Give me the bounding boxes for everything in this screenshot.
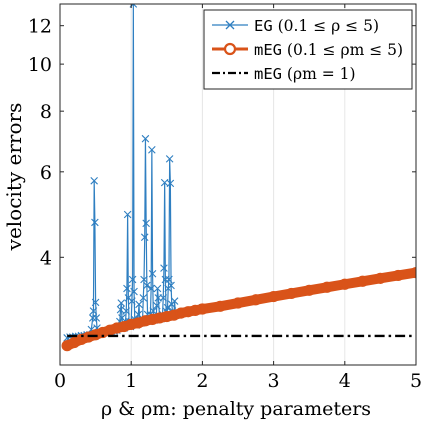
eg-cross-marker bbox=[117, 299, 126, 307]
meg-circle-marker bbox=[357, 275, 369, 287]
eg-cross-marker bbox=[88, 314, 97, 322]
legend-entry-method: EG bbox=[254, 17, 273, 35]
meg-circle-marker bbox=[146, 313, 159, 325]
eg-cross-marker bbox=[90, 177, 98, 185]
y-tick-label: 8 bbox=[40, 101, 52, 123]
eg-cross-marker bbox=[123, 284, 131, 293]
eg-cross-marker bbox=[91, 218, 99, 227]
y-tick-label: 12 bbox=[28, 16, 52, 38]
eg-cross-marker bbox=[92, 314, 101, 322]
eg-cross-marker bbox=[148, 269, 157, 278]
legend-eg-marker bbox=[225, 20, 235, 30]
meg-circle-marker bbox=[132, 317, 144, 329]
legend-entry-range: (0.1 ≤ ρm ≤ 5) bbox=[282, 41, 403, 59]
meg-circle-marker bbox=[321, 281, 333, 293]
meg-circle-marker bbox=[175, 307, 187, 319]
eg-cross-marker bbox=[159, 294, 168, 302]
meg-circle-marker bbox=[161, 310, 173, 323]
legend-meg-marker bbox=[223, 42, 237, 56]
meg-circle-marker bbox=[111, 322, 123, 334]
eg-cross-marker bbox=[149, 307, 158, 315]
plot-frame bbox=[59, 3, 417, 366]
eg-cross-marker bbox=[89, 307, 98, 315]
eg-cross-marker bbox=[147, 284, 155, 293]
eg-cross-marker bbox=[141, 134, 150, 143]
meg-circle-marker bbox=[196, 303, 208, 315]
meg-circle-marker bbox=[168, 309, 180, 321]
meg-circle-marker bbox=[118, 320, 130, 333]
eg-cross-marker bbox=[166, 179, 175, 188]
legend-entry-label: mEG (0.1 ≤ ρm ≤ 5) bbox=[254, 41, 403, 59]
legend-entry-label: mEG (ρm = 1) bbox=[254, 65, 356, 83]
eg-cross-marker bbox=[143, 281, 151, 290]
eg-cross-marker bbox=[160, 264, 168, 272]
meg-circle-marker bbox=[232, 297, 244, 309]
meg-circle-marker bbox=[139, 315, 152, 327]
eg-cross-marker bbox=[123, 210, 132, 219]
y-axis-label: velocity errors bbox=[2, 103, 26, 252]
eg-cross-marker bbox=[161, 275, 170, 284]
meg-circle-marker bbox=[125, 318, 137, 330]
x-axis-label: ρ & ρm: penalty parameters bbox=[101, 398, 371, 420]
eg-cross-marker bbox=[170, 297, 179, 305]
legend-entry-label: EG (0.1 ≤ ρ ≤ 5) bbox=[254, 17, 379, 35]
plot-series bbox=[61, 4, 416, 352]
eg-cross-marker bbox=[116, 305, 125, 314]
eg-series-line bbox=[66, 4, 203, 339]
eg-cross-marker bbox=[148, 146, 156, 154]
eg-cross-marker bbox=[140, 233, 149, 241]
meg-circle-marker bbox=[374, 272, 386, 284]
x-tick-label: 5 bbox=[410, 370, 422, 392]
eg-cross-marker bbox=[139, 294, 148, 302]
eg-cross-marker bbox=[153, 301, 161, 310]
eg-cross-marker bbox=[167, 281, 175, 290]
legend-entry-range: (ρm = 1) bbox=[282, 65, 356, 83]
eg-cross-marker bbox=[91, 298, 100, 307]
eg-cross-marker bbox=[140, 275, 148, 284]
eg-cross-marker bbox=[153, 284, 162, 293]
legend-entry-method: mEG bbox=[254, 41, 282, 59]
eg-cross-marker bbox=[130, 287, 138, 296]
meg-circle-marker bbox=[214, 300, 226, 312]
meg-circle-marker bbox=[268, 290, 280, 303]
meg-circle-marker bbox=[339, 278, 351, 290]
meg-circle-marker bbox=[182, 306, 194, 318]
eg-cross-marker bbox=[135, 300, 143, 309]
y-tick-label: 4 bbox=[40, 247, 52, 269]
eg-cross-marker bbox=[142, 219, 150, 228]
meg-circle-marker bbox=[392, 269, 404, 282]
meg-circle-marker bbox=[189, 304, 201, 316]
x-tick-label: 2 bbox=[196, 370, 208, 392]
legend-entry-method: mEG bbox=[254, 65, 282, 83]
x-tick-label: 4 bbox=[339, 370, 351, 392]
meg-circle-marker bbox=[154, 312, 166, 324]
y-tick-label: 10 bbox=[28, 54, 52, 76]
legend: EG (0.1 ≤ ρ ≤ 5)mEG (0.1 ≤ ρm ≤ 5)mEG (ρ… bbox=[203, 9, 413, 90]
meg-circle-marker bbox=[250, 294, 262, 306]
meg-circle-marker bbox=[303, 284, 315, 296]
y-tick-label: 6 bbox=[40, 162, 52, 184]
eg-cross-marker bbox=[165, 275, 173, 284]
eg-cross-marker bbox=[165, 155, 174, 163]
eg-cross-marker bbox=[128, 275, 137, 284]
legend-entry-range: (0.1 ≤ ρ ≤ 5) bbox=[273, 17, 379, 35]
eg-cross-marker bbox=[122, 307, 131, 315]
eg-cross-marker bbox=[128, 297, 136, 305]
eg-cross-marker bbox=[163, 303, 172, 312]
meg-circle-marker bbox=[285, 287, 297, 300]
x-tick-label: 0 bbox=[54, 370, 66, 392]
x-tick-label: 3 bbox=[268, 370, 280, 392]
x-tick-label: 1 bbox=[125, 370, 137, 392]
